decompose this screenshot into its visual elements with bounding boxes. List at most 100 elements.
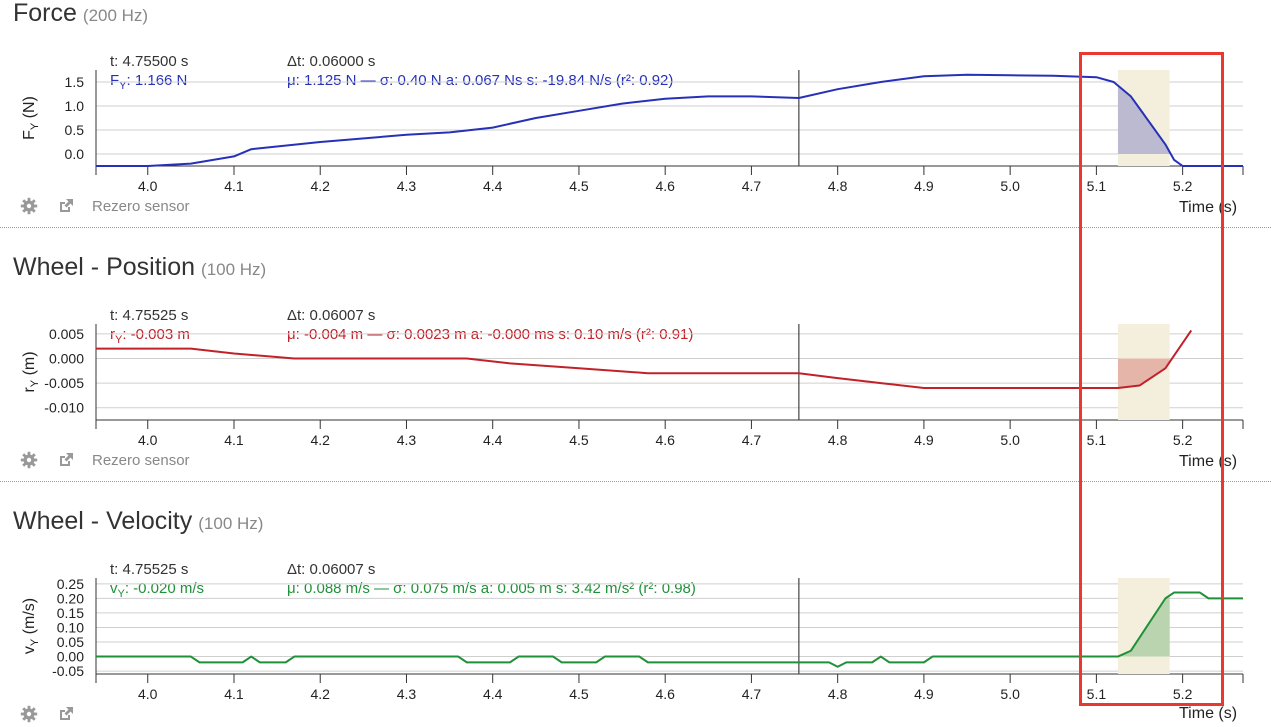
y-axis-label-subscript: Y	[29, 122, 41, 130]
y-axis-label-symbol: F	[21, 130, 38, 140]
x-tick-label: 4.1	[224, 686, 244, 702]
y-axis-label-unit: (m/s)	[21, 598, 38, 639]
cursor-value: rY: -0.003 m	[110, 326, 190, 346]
x-tick-label: 4.4	[483, 686, 503, 702]
x-tick-label: 4.0	[138, 432, 158, 448]
panel-tools	[20, 705, 94, 723]
x-axis-label: Time (s)	[1179, 705, 1238, 722]
selection-area	[1117, 595, 1170, 657]
x-tick-label: 4.8	[828, 432, 848, 448]
y-axis-label: rY (m)	[21, 351, 41, 392]
y-axis-label-unit: (m)	[21, 351, 38, 379]
force-chart[interactable]: 0.00.51.01.5FY (N)4.0 4.1 4.2 4.3 4.4 4.5 4.6 4…	[0, 0, 1271, 200]
external-link-icon[interactable]	[57, 451, 75, 469]
cursor-time: t: 4.75500 s	[110, 53, 189, 70]
delta-time: Δt: 0.06007 s	[287, 561, 376, 578]
x-axis-label: Time (s)	[1179, 453, 1238, 470]
series-line	[96, 591, 1243, 668]
y-axis-label-symbol: v	[21, 646, 38, 654]
y-tick-label: 0.00	[57, 649, 84, 665]
panel-rate: (200 Hz)	[82, 6, 149, 25]
rezero-sensor-button[interactable]: Rezero sensor	[92, 451, 190, 469]
selection-stats: μ: -0.004 m — σ: 0.0023 m a: -0.000 ms s…	[287, 326, 694, 343]
x-tick-label: 5.0	[1000, 432, 1020, 448]
x-tick-label: 4.9	[914, 432, 934, 448]
panel-divider	[0, 481, 1271, 482]
cursor-time: t: 4.75525 s	[110, 307, 189, 324]
panel-rate: (100 Hz)	[198, 514, 264, 533]
value-symbol: r	[110, 326, 115, 343]
gear-icon[interactable]	[20, 197, 38, 215]
panel-title: Wheel - Position (100 Hz)	[13, 253, 266, 282]
y-tick-label: 0.000	[49, 350, 84, 366]
x-tick-label: 4.9	[914, 686, 934, 702]
x-tick-label: 4.1	[224, 432, 244, 448]
value-text: : 1.166 N	[126, 72, 188, 89]
x-tick-label: 5.2	[1173, 686, 1193, 702]
x-tick-label: 4.2	[310, 178, 330, 194]
panel-title-text: Wheel - Velocity	[13, 507, 193, 535]
value-subscript: Y	[117, 588, 125, 600]
y-axis-label: FY (N)	[21, 96, 41, 140]
x-tick-label: 4.7	[742, 432, 762, 448]
selection-area	[1117, 358, 1170, 388]
gear-icon[interactable]	[20, 451, 38, 469]
x-tick-label: 4.8	[828, 178, 848, 194]
delta-time: Δt: 0.06007 s	[287, 307, 376, 324]
cursor-time: t: 4.75525 s	[110, 561, 189, 578]
y-tick-label: 0.05	[57, 634, 84, 650]
x-tick-label: 4.6	[655, 686, 675, 702]
selection-band	[1117, 70, 1170, 166]
panel-title-text: Force	[13, 0, 77, 27]
y-tick-label: 0.005	[49, 326, 84, 342]
gear-icon[interactable]	[20, 705, 38, 723]
external-link-icon[interactable]	[57, 705, 75, 723]
x-tick-label: 5.1	[1087, 432, 1107, 448]
panel-title: Force (200 Hz)	[13, 0, 148, 28]
y-axis-label-subscript: Y	[29, 638, 41, 646]
x-tick-label: 4.6	[655, 178, 675, 194]
x-tick-label: 4.4	[483, 178, 503, 194]
x-tick-label: 5.0	[1000, 686, 1020, 702]
value-subscript: Y	[119, 80, 127, 92]
cursor-value: FY: 1.166 N	[110, 72, 187, 92]
y-tick-label: 0.15	[57, 605, 84, 621]
x-tick-label: 4.5	[569, 432, 589, 448]
panel-tools: Rezero sensor	[20, 197, 190, 215]
x-tick-label: 4.1	[224, 178, 244, 194]
panel-title-text: Wheel - Position	[13, 253, 196, 281]
x-tick-label: 5.2	[1173, 178, 1193, 194]
panel-tools: Rezero sensor	[20, 451, 190, 469]
selection-band	[1117, 578, 1170, 674]
panel-rate: (100 Hz)	[201, 260, 267, 279]
y-tick-label: 0.10	[57, 619, 84, 635]
delta-time: Δt: 0.06000 s	[287, 53, 376, 70]
x-tick-label: 4.7	[742, 686, 762, 702]
x-tick-label: 4.5	[569, 178, 589, 194]
x-tick-label: 4.4	[483, 432, 503, 448]
rezero-sensor-button[interactable]: Rezero sensor	[92, 197, 190, 215]
y-axis-label-subscript: Y	[29, 379, 41, 387]
value-text: : -0.003 m	[122, 326, 190, 343]
y-axis-label: vY (m/s)	[21, 598, 41, 654]
x-tick-label: 4.0	[138, 686, 158, 702]
y-tick-label: 0.5	[65, 122, 85, 138]
selection-stats: μ: 1.125 N — σ: 0.40 N a: 0.067 Ns s: -1…	[287, 72, 674, 89]
x-tick-label: 4.2	[310, 686, 330, 702]
external-link-icon[interactable]	[57, 197, 75, 215]
y-tick-label: -0.005	[44, 375, 84, 391]
x-tick-label: 4.3	[397, 686, 417, 702]
x-tick-label: 4.3	[397, 432, 417, 448]
y-axis-label-symbol: r	[21, 387, 38, 393]
x-tick-label: 5.1	[1087, 178, 1107, 194]
value-symbol: F	[110, 72, 120, 89]
selection-area	[1117, 85, 1170, 154]
x-tick-label: 5.1	[1087, 686, 1107, 702]
value-symbol: v	[110, 580, 118, 597]
y-tick-label: 0.20	[57, 590, 84, 606]
y-tick-label: -0.05	[52, 663, 84, 679]
x-tick-label: 5.2	[1173, 432, 1193, 448]
x-tick-label: 4.7	[742, 178, 762, 194]
